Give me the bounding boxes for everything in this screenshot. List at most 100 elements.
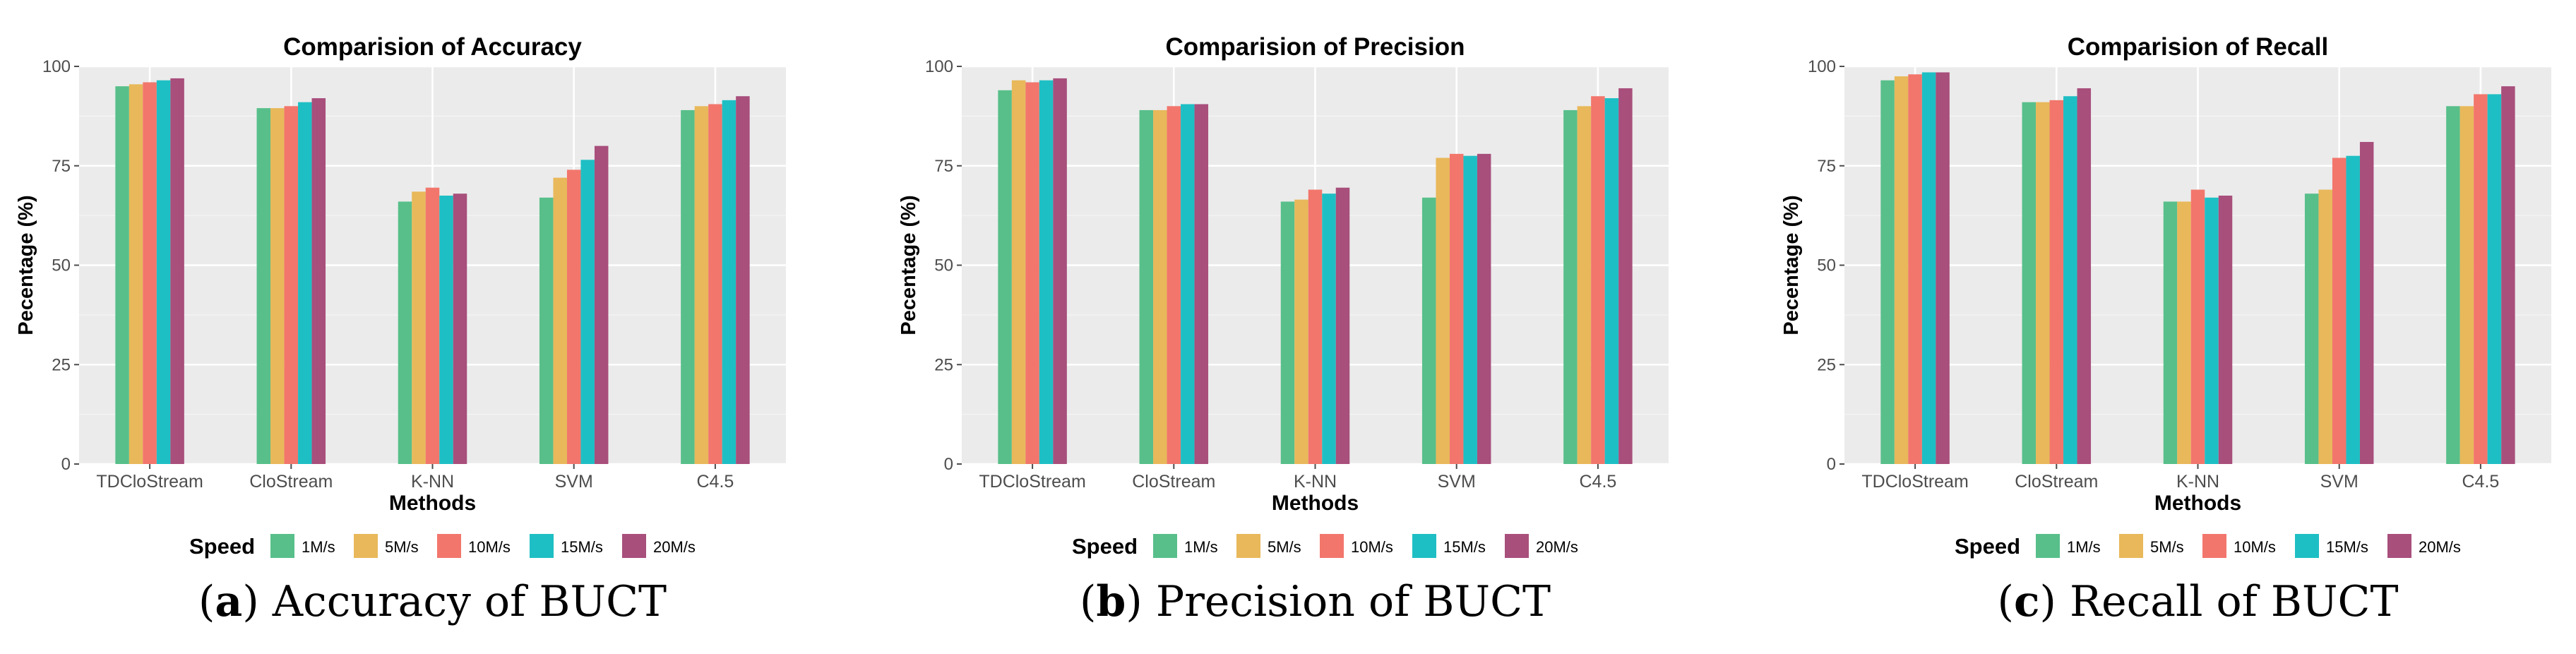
- chart-panel-precision: 0 25 50 75 100 TDCloStream CloStream K-NN SVM C4.…: [898, 33, 1669, 626]
- legend-label: 20M/s: [2419, 538, 2461, 556]
- bar-k-nn-1m-s: [2163, 201, 2178, 464]
- y-tick-label: 0: [1827, 455, 1836, 474]
- caption-text: Accuracy of BUCT: [272, 577, 667, 626]
- bar-svm-5m-s: [553, 177, 567, 464]
- bar-c4-5-1m-s: [1563, 109, 1578, 464]
- bar-tdclostream-15m-s: [1921, 72, 1936, 464]
- bar-clostream-15m-s: [2063, 96, 2077, 465]
- legend-label: 10M/s: [1351, 538, 1393, 556]
- subfigure-caption: (b) Precision of BUCT: [1080, 577, 1551, 626]
- legend-label: 15M/s: [1443, 538, 1486, 556]
- bar-k-nn-20m-s: [2218, 195, 2233, 464]
- bar-svm-15m-s: [580, 160, 595, 464]
- bar-tdclostream-5m-s: [129, 84, 143, 464]
- bar-clostream-10m-s: [1167, 106, 1181, 465]
- y-tick-label: 25: [52, 355, 71, 374]
- bar-clostream-20m-s: [2077, 88, 2092, 465]
- y-tick-label: 75: [934, 157, 953, 176]
- subfigure-caption: (a) Accuracy of BUCT: [198, 577, 667, 626]
- legend-swatch: [2119, 534, 2143, 558]
- bar-k-nn-1m-s: [398, 201, 412, 464]
- legend: Speed 1M/s 5M/s 10M/s 15M/s 20M/s: [1072, 534, 1578, 559]
- legend-swatch: [1153, 534, 1177, 558]
- bar-svm-1m-s: [1421, 197, 1436, 464]
- legend-label: 20M/s: [653, 538, 696, 556]
- legend-swatch: [1505, 534, 1529, 558]
- bar-clostream-1m-s: [256, 108, 271, 465]
- legend-label: 5M/s: [1268, 538, 1301, 556]
- caption-letter: a: [215, 577, 242, 626]
- x-tick-label: SVM: [2320, 472, 2359, 492]
- bar-c4-5-15m-s: [2487, 94, 2502, 464]
- bar-c4-5-10m-s: [708, 104, 722, 465]
- bar-k-nn-15m-s: [439, 195, 453, 464]
- legend-title: Speed: [189, 534, 255, 559]
- bar-clostream-1m-s: [1139, 109, 1154, 464]
- bar-k-nn-10m-s: [2190, 189, 2205, 464]
- bar-c4-5-10m-s: [1591, 96, 1605, 465]
- legend: Speed 1M/s 5M/s 10M/s 15M/s 20M/s: [189, 534, 696, 559]
- bar-clostream-20m-s: [1194, 104, 1209, 465]
- legend-label: 5M/s: [385, 538, 419, 556]
- legend-title: Speed: [1072, 534, 1138, 559]
- bar-tdclostream-5m-s: [1011, 80, 1026, 464]
- legend-swatch: [2295, 534, 2319, 558]
- bar-k-nn-15m-s: [1322, 194, 1336, 464]
- bar-svm-20m-s: [594, 145, 609, 464]
- y-tick-label: 0: [944, 455, 953, 474]
- chart-title: Comparision of Precision: [1166, 33, 1465, 61]
- legend-swatch: [622, 534, 646, 558]
- x-tick-label: SVM: [555, 472, 593, 492]
- legend-label: 5M/s: [2150, 538, 2184, 556]
- caption-paren: (: [198, 577, 215, 626]
- bar-clostream-5m-s: [1153, 109, 1167, 464]
- bar-tdclostream-20m-s: [1936, 72, 1950, 464]
- bar-clostream-10m-s: [284, 106, 299, 465]
- legend-swatch: [2202, 534, 2226, 558]
- bar-k-nn-1m-s: [1280, 201, 1295, 464]
- bar-c4-5-20m-s: [1618, 88, 1633, 465]
- y-axis-label: Pecentage (%): [898, 195, 920, 335]
- legend-swatch: [1236, 534, 1260, 558]
- bar-svm-1m-s: [2304, 194, 2319, 464]
- bar-tdclostream-10m-s: [1025, 82, 1039, 464]
- bar-svm-1m-s: [539, 197, 554, 464]
- bar-tdclostream-1m-s: [115, 86, 129, 464]
- chart-panel-accuracy: 0 25 50 75 100 TDCloStream CloStream K-NN SVM C4.…: [15, 33, 786, 626]
- legend-swatch: [2387, 534, 2411, 558]
- x-tick-label: C4.5: [1579, 472, 1616, 492]
- caption-paren: ): [1126, 577, 1155, 626]
- bar-svm-10m-s: [566, 170, 581, 464]
- y-tick-label: 75: [1817, 157, 1836, 176]
- x-tick-label: CloStream: [249, 472, 333, 492]
- bar-clostream-1m-s: [2022, 102, 2037, 465]
- bar-k-nn-10m-s: [1308, 189, 1323, 464]
- x-tick-label: K-NN: [411, 472, 454, 492]
- bar-tdclostream-10m-s: [1908, 74, 1922, 464]
- bar-c4-5-10m-s: [2474, 94, 2488, 464]
- bar-c4-5-20m-s: [2501, 86, 2515, 464]
- y-tick-label: 100: [42, 57, 71, 76]
- subfigure-caption: (c) Recall of BUCT: [1998, 577, 2399, 626]
- bar-k-nn-5m-s: [412, 191, 426, 464]
- y-tick-label: 75: [52, 157, 71, 176]
- bar-tdclostream-15m-s: [156, 80, 171, 464]
- legend-label: 10M/s: [468, 538, 511, 556]
- caption-paren: ): [2039, 577, 2069, 626]
- chart-title: Comparision of Recall: [2068, 33, 2329, 61]
- bar-k-nn-20m-s: [453, 194, 467, 464]
- bar-tdclostream-20m-s: [170, 78, 184, 464]
- x-tick-label: TDCloStream: [96, 472, 203, 492]
- bar-clostream-10m-s: [2049, 100, 2064, 465]
- bar-c4-5-1m-s: [2446, 106, 2460, 465]
- caption-letter: c: [2014, 577, 2040, 626]
- bar-k-nn-15m-s: [2205, 197, 2219, 464]
- caption-text: Precision of BUCT: [1156, 577, 1551, 626]
- legend-label: 1M/s: [1184, 538, 1218, 556]
- legend-swatch: [1320, 534, 1344, 558]
- bar-clostream-5m-s: [2036, 102, 2050, 465]
- legend-label: 10M/s: [2234, 538, 2276, 556]
- bar-k-nn-10m-s: [425, 187, 440, 464]
